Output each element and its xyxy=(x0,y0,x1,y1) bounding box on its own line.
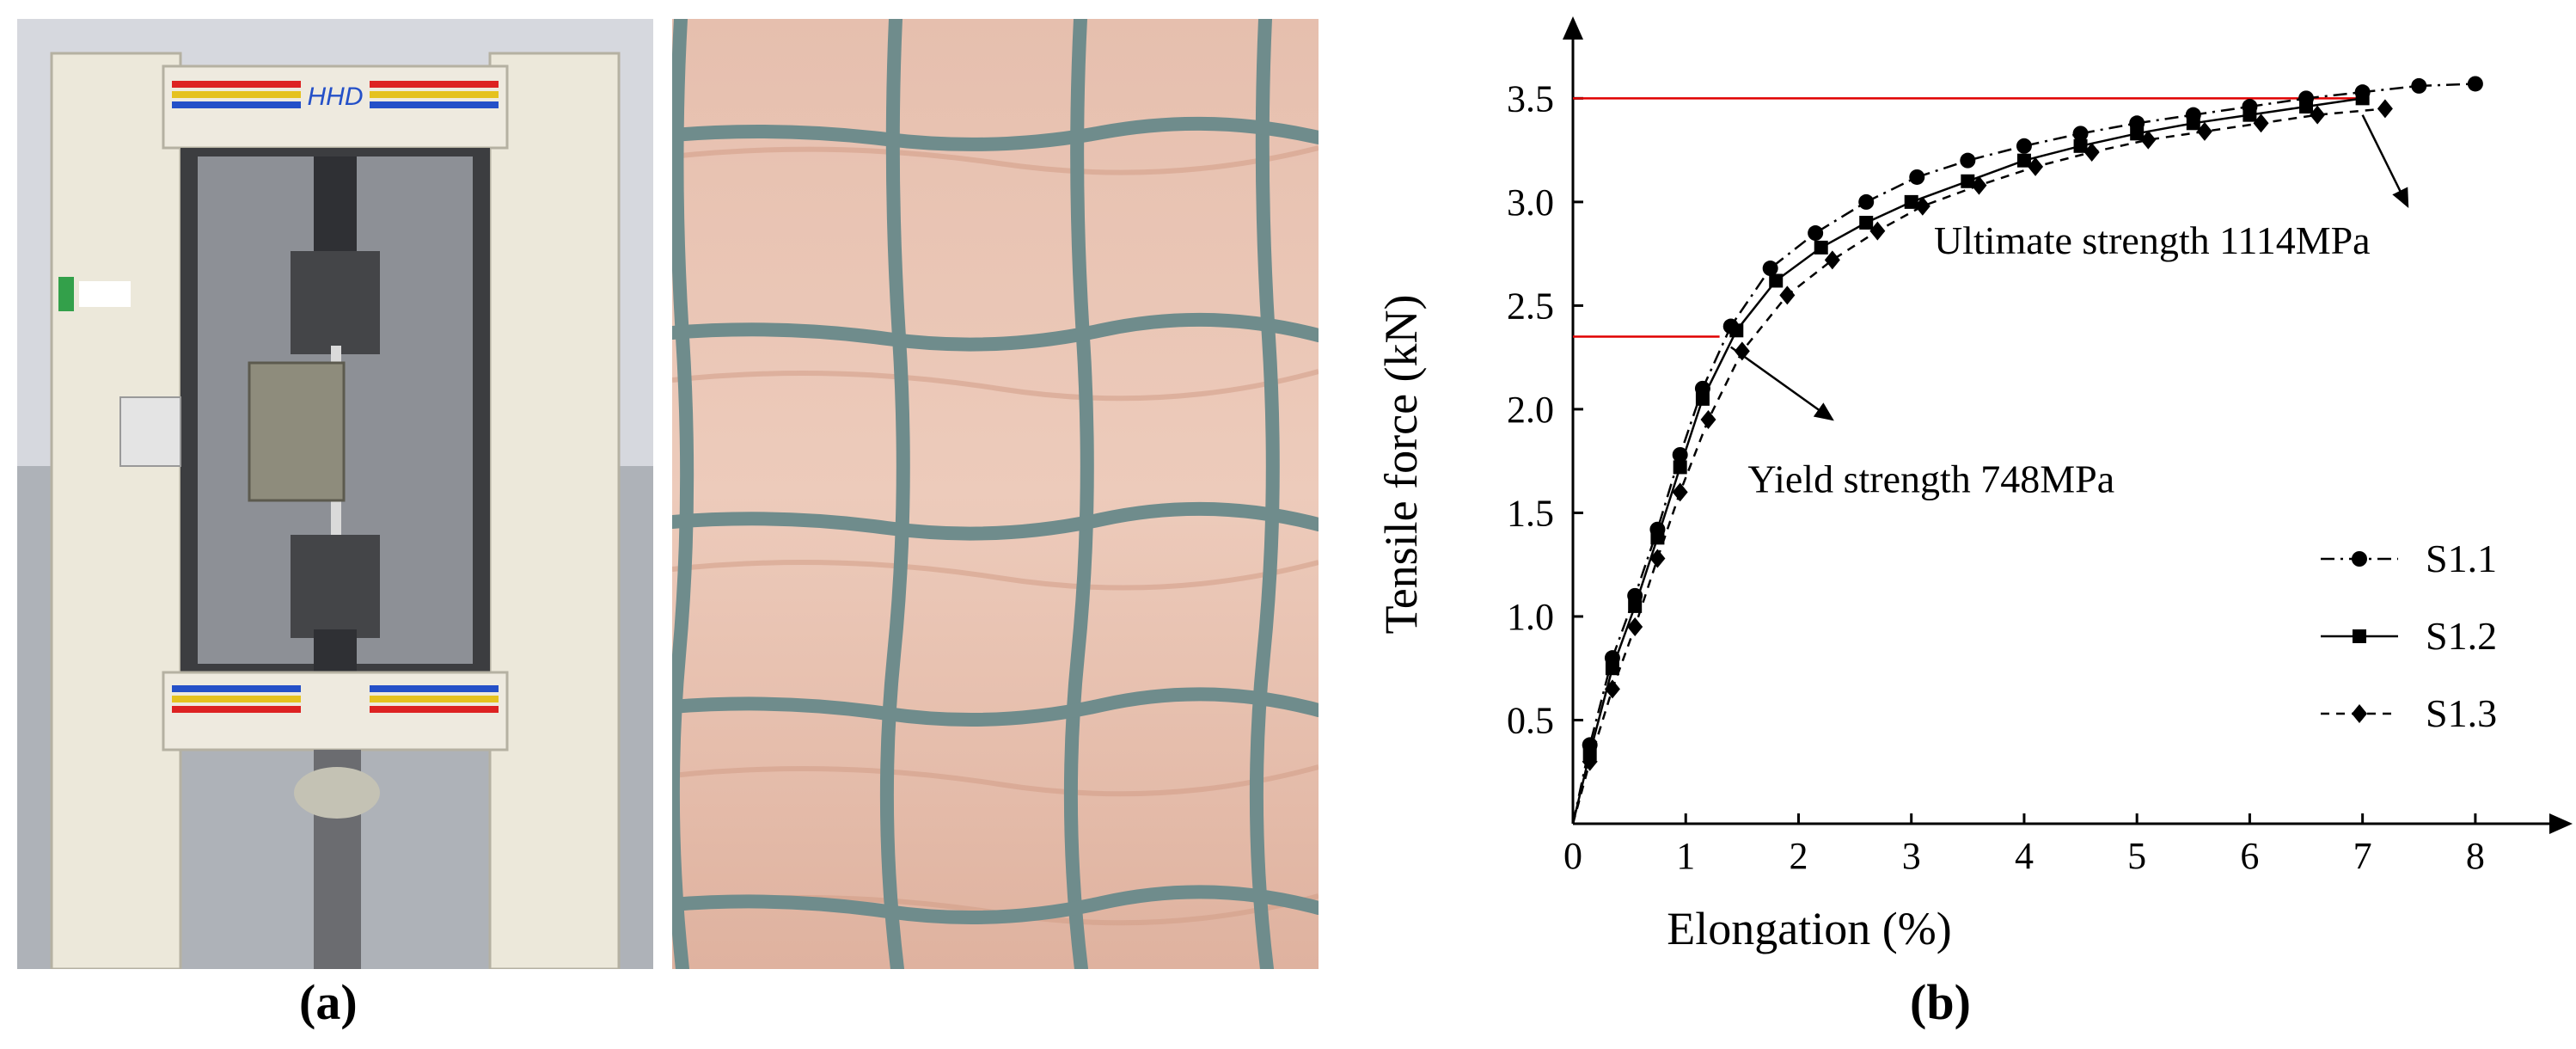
data-point xyxy=(1814,240,1828,255)
legend-item: S1.1 xyxy=(2321,537,2497,580)
series-S1-2 xyxy=(1571,91,2370,825)
data-point xyxy=(1628,598,1643,613)
testing-machine-illustration: HHD xyxy=(17,19,653,969)
data-point xyxy=(1627,617,1643,637)
data-point xyxy=(1695,391,1710,406)
legend: S1.1 S1.2 S1.3 xyxy=(2321,537,2497,735)
data-point xyxy=(1673,460,1687,475)
x-tick-label: 8 xyxy=(2466,835,2485,877)
annotation-arrow xyxy=(2361,114,2409,208)
data-point xyxy=(1762,261,1778,277)
legend-item: S1.3 xyxy=(2321,691,2497,735)
data-point xyxy=(2073,138,2088,153)
data-point xyxy=(2355,91,2370,106)
series-S1-3 xyxy=(1571,99,2393,825)
data-point xyxy=(1808,225,1824,242)
data-point xyxy=(1869,221,1886,241)
x-tick-label: 3 xyxy=(1902,835,1921,877)
x-tick-label: 7 xyxy=(2353,835,2372,877)
legend-label: S1.3 xyxy=(2426,691,2497,735)
data-point xyxy=(2243,107,2257,122)
data-point xyxy=(2377,99,2393,119)
data-point xyxy=(1649,549,1666,568)
data-point xyxy=(2028,156,2044,176)
data-point xyxy=(2186,116,2200,131)
annotation-text: Ultimate strength 1114MPa xyxy=(1934,218,2371,262)
data-point xyxy=(1700,409,1716,429)
legend-label: S1.1 xyxy=(2426,537,2497,580)
data-point xyxy=(1961,174,1975,188)
data-point xyxy=(1904,194,1918,209)
x-tick-label: 0 xyxy=(1563,835,1582,877)
data-point xyxy=(1734,341,1750,361)
y-tick-label: 0.5 xyxy=(1507,699,1554,741)
data-point xyxy=(1960,152,1976,169)
legend-marker xyxy=(2352,551,2367,567)
y-tick-label: 2.5 xyxy=(1507,285,1554,327)
data-point xyxy=(2299,100,2314,114)
y-tick-label: 3.5 xyxy=(1507,77,1554,120)
data-point xyxy=(1779,285,1796,305)
x-tick-label: 4 xyxy=(2015,835,2034,877)
panel-label-b: (b) xyxy=(1910,974,1971,1030)
data-point xyxy=(2196,121,2212,141)
data-point xyxy=(1909,169,1925,185)
data-point xyxy=(2016,138,2032,154)
reference-lines xyxy=(1573,97,2363,338)
data-point xyxy=(1729,323,1744,338)
data-point xyxy=(2467,76,2483,92)
annotations: Ultimate strength 1114MPa Yield strength … xyxy=(1730,114,2409,500)
y-tick-label: 3.0 xyxy=(1507,181,1554,224)
legend-marker xyxy=(2353,629,2366,643)
x-tick-label: 5 xyxy=(2127,835,2146,877)
x-tick-label: 2 xyxy=(1789,835,1808,877)
data-point xyxy=(2310,105,2326,125)
legend-item: S1.2 xyxy=(2321,614,2497,658)
data-point xyxy=(2072,126,2089,142)
wire-mesh-photo xyxy=(672,19,1319,969)
data-point xyxy=(2140,130,2157,150)
y-tick-label: 2.0 xyxy=(1507,389,1554,431)
panel-label-a: (a) xyxy=(299,974,358,1030)
data-point xyxy=(1824,250,1840,270)
axes: 0 1 2 3 4 5 6 7 8 0.5 1.0 1.5 2.0 2.5 3.0 3.5 xyxy=(1507,16,2573,877)
data-point xyxy=(2130,126,2145,141)
data-point xyxy=(1858,193,1875,210)
data-point xyxy=(2016,153,2031,168)
wire-mesh-illustration xyxy=(672,19,1319,969)
y-axis-label: Tensile force (kN) xyxy=(1375,294,1427,634)
legend-marker xyxy=(2352,704,2367,723)
testing-machine-photo: HHD xyxy=(17,19,653,969)
data-point xyxy=(2083,143,2100,163)
data-point xyxy=(1859,215,1874,230)
data-point xyxy=(1605,661,1619,676)
tensile-chart: 0 1 2 3 4 5 6 7 8 0.5 1.0 1.5 2.0 2.5 3.0 3.5 Ultimate … xyxy=(1375,16,2573,954)
series-S1-1 xyxy=(1571,76,2483,825)
series-group xyxy=(1571,76,2483,825)
series-line xyxy=(1571,83,2475,825)
data-point xyxy=(1914,196,1930,216)
annotation-arrow xyxy=(1730,346,1834,421)
legend-label: S1.2 xyxy=(2426,614,2497,658)
machine-logo: HHD xyxy=(308,83,364,111)
y-tick-label: 1.5 xyxy=(1507,492,1554,534)
data-point xyxy=(1672,482,1688,502)
x-tick-label: 1 xyxy=(1676,835,1695,877)
annotation-text: Yield strength 748MPa xyxy=(1747,457,2114,500)
x-axis-label: Elongation (%) xyxy=(1667,903,1951,954)
series-line xyxy=(1571,107,2386,825)
y-tick-label: 1.0 xyxy=(1507,596,1554,638)
x-tick-label: 6 xyxy=(2240,835,2259,877)
data-point xyxy=(1650,531,1665,545)
data-point xyxy=(1971,175,1987,195)
data-point xyxy=(2411,77,2427,94)
series-line xyxy=(1571,97,2363,825)
data-point xyxy=(1582,751,1598,771)
data-point xyxy=(1604,679,1620,699)
data-point xyxy=(1769,273,1784,288)
data-point xyxy=(2253,113,2269,133)
